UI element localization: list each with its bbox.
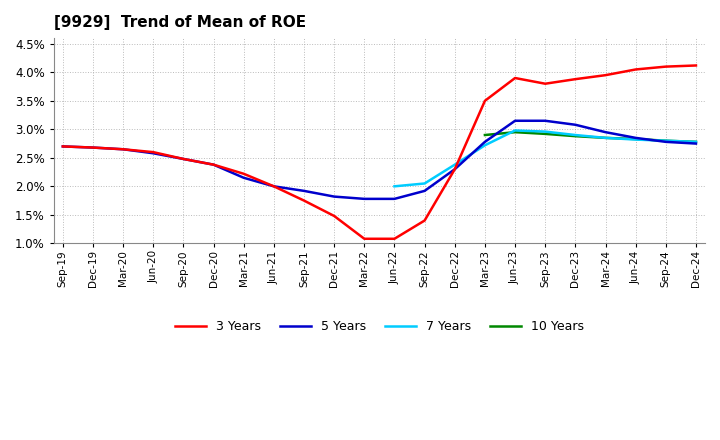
5 Years (210, 162, 218, 167)
3 Years (662, 64, 670, 69)
7 Years (451, 162, 459, 167)
7 Years (420, 181, 429, 186)
7 Years (541, 129, 549, 134)
Line: 5 Years: 5 Years (63, 121, 696, 199)
3 Years (89, 145, 97, 150)
3 Years (510, 75, 519, 81)
3 Years (571, 77, 580, 82)
Text: [9929]  Trend of Mean of ROE: [9929] Trend of Mean of ROE (54, 15, 306, 30)
5 Years (119, 147, 127, 152)
3 Years (210, 162, 218, 167)
3 Years (269, 183, 278, 189)
3 Years (631, 67, 640, 72)
3 Years (179, 156, 188, 161)
5 Years (239, 175, 248, 180)
5 Years (360, 196, 369, 202)
3 Years (692, 63, 701, 68)
7 Years (480, 143, 489, 148)
10 Years (510, 129, 519, 135)
5 Years (89, 145, 97, 150)
3 Years (541, 81, 549, 86)
5 Years (300, 188, 308, 194)
5 Years (451, 167, 459, 172)
3 Years (119, 147, 127, 152)
7 Years (601, 135, 610, 140)
3 Years (300, 198, 308, 203)
5 Years (541, 118, 549, 123)
5 Years (692, 141, 701, 146)
3 Years (601, 73, 610, 78)
5 Years (420, 188, 429, 194)
5 Years (58, 144, 67, 149)
3 Years (451, 167, 459, 172)
5 Years (390, 196, 399, 202)
5 Years (631, 135, 640, 140)
10 Years (631, 136, 640, 142)
5 Years (149, 150, 158, 156)
3 Years (360, 236, 369, 242)
Line: 7 Years: 7 Years (395, 131, 696, 186)
7 Years (510, 128, 519, 133)
7 Years (662, 138, 670, 143)
10 Years (601, 135, 610, 140)
5 Years (480, 139, 489, 144)
5 Years (510, 118, 519, 123)
Line: 3 Years: 3 Years (63, 66, 696, 239)
5 Years (330, 194, 338, 199)
10 Years (662, 138, 670, 143)
7 Years (390, 183, 399, 189)
3 Years (420, 218, 429, 223)
5 Years (179, 156, 188, 161)
5 Years (571, 122, 580, 128)
Line: 10 Years: 10 Years (485, 132, 696, 142)
7 Years (692, 139, 701, 144)
7 Years (631, 137, 640, 142)
3 Years (149, 150, 158, 155)
5 Years (662, 139, 670, 144)
5 Years (269, 183, 278, 189)
7 Years (571, 132, 580, 138)
10 Years (571, 133, 580, 139)
Legend: 3 Years, 5 Years, 7 Years, 10 Years: 3 Years, 5 Years, 7 Years, 10 Years (170, 315, 589, 338)
3 Years (330, 213, 338, 219)
10 Years (692, 139, 701, 144)
10 Years (480, 132, 489, 138)
10 Years (541, 131, 549, 136)
3 Years (390, 236, 399, 242)
5 Years (601, 129, 610, 135)
3 Years (58, 144, 67, 149)
3 Years (480, 98, 489, 103)
3 Years (239, 171, 248, 176)
